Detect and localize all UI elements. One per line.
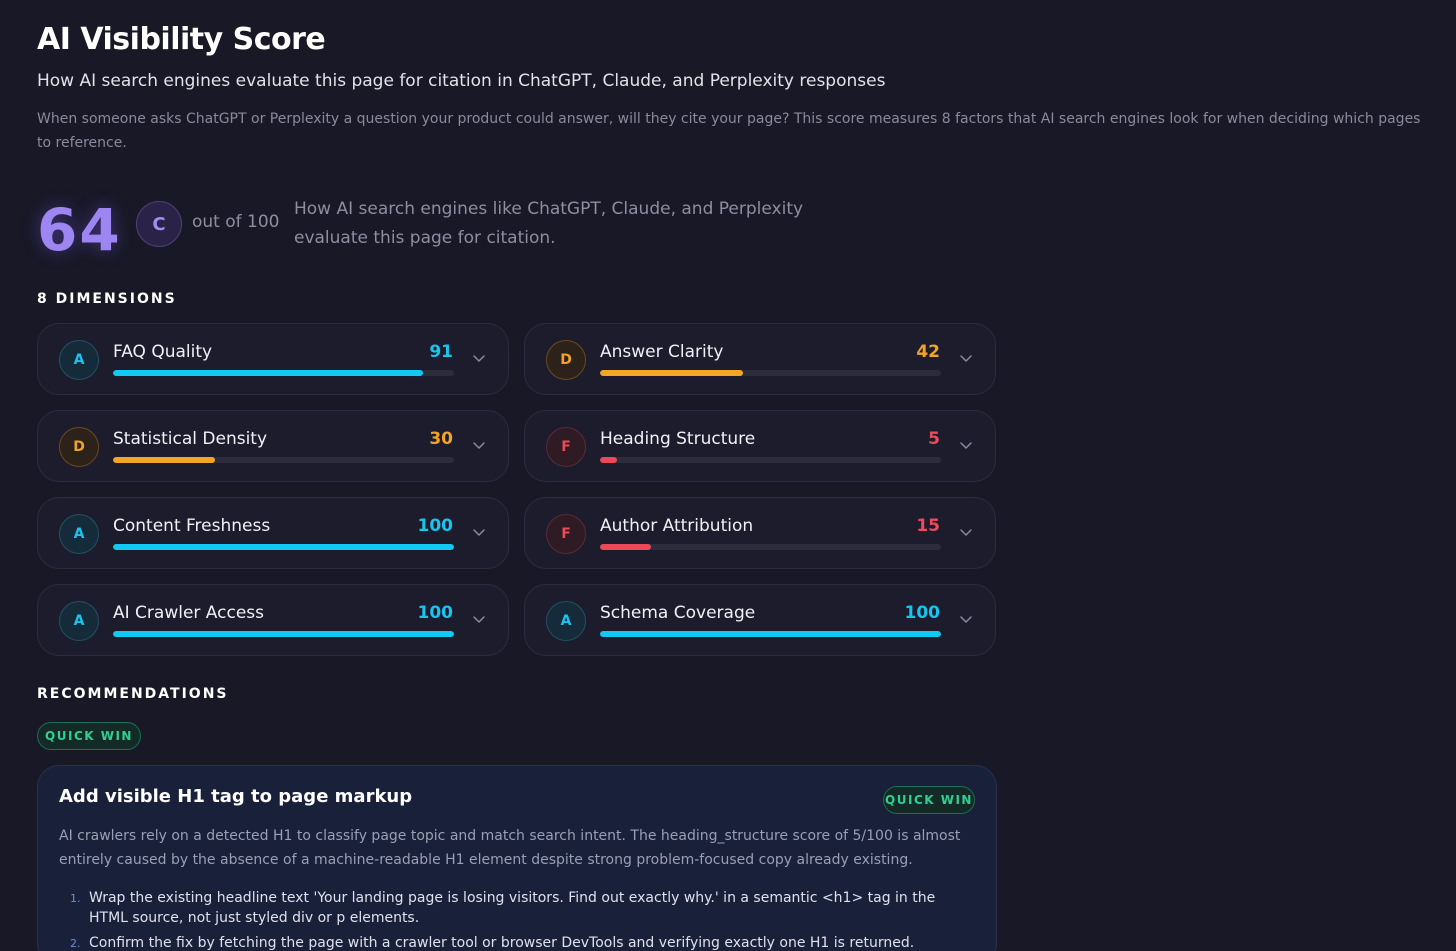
grade-badge: D bbox=[59, 427, 99, 467]
dimension-name: Schema Coverage bbox=[600, 603, 756, 623]
dimension-ai-crawler-access[interactable]: A AI Crawler Access 100 bbox=[37, 584, 509, 656]
score-bar-fill bbox=[113, 370, 424, 376]
recommendation-card[interactable]: Add visible H1 tag to page markup QUICK … bbox=[37, 765, 997, 951]
chevron-down-icon[interactable] bbox=[472, 525, 486, 539]
grade-badge: A bbox=[546, 601, 586, 641]
score-bar bbox=[600, 370, 941, 376]
dimension-content-freshness[interactable]: A Content Freshness 100 bbox=[37, 497, 509, 569]
dimension-score: 91 bbox=[429, 342, 453, 362]
grade-badge: A bbox=[59, 514, 99, 554]
dimension-name: FAQ Quality bbox=[113, 342, 213, 362]
dimension-schema-coverage[interactable]: A Schema Coverage 100 bbox=[524, 584, 996, 656]
dimension-statistical-density[interactable]: D Statistical Density 30 bbox=[37, 410, 509, 482]
grade-badge: D bbox=[546, 340, 586, 380]
score-bar-fill bbox=[600, 544, 652, 550]
step-text: Confirm the fix by fetching the page wit… bbox=[89, 935, 915, 951]
dimension-answer-clarity[interactable]: D Answer Clarity 42 bbox=[524, 323, 996, 395]
score-bar-fill bbox=[600, 631, 941, 637]
score-bar bbox=[113, 544, 454, 550]
page-description: When someone asks ChatGPT or Perplexity … bbox=[37, 111, 1421, 151]
page-title: AI Visibility Score bbox=[37, 22, 326, 57]
score-value: 64 bbox=[37, 196, 122, 264]
dimension-score: 15 bbox=[916, 516, 940, 536]
score-description: How AI search engines like ChatGPT, Clau… bbox=[294, 199, 804, 248]
dimension-faq-quality[interactable]: A FAQ Quality 91 bbox=[37, 323, 509, 395]
dimension-name: Answer Clarity bbox=[600, 342, 724, 362]
score-bar-fill bbox=[113, 631, 454, 637]
step-number: 1. bbox=[70, 892, 81, 905]
score-out-of: out of 100 bbox=[192, 212, 280, 232]
score-bar-fill bbox=[600, 457, 618, 463]
dimension-name: Statistical Density bbox=[113, 429, 268, 449]
grade-badge: F bbox=[546, 427, 586, 467]
step-number: 2. bbox=[70, 937, 81, 950]
score-bar bbox=[600, 457, 941, 463]
dimension-score: 100 bbox=[417, 516, 454, 536]
grade-badge: A bbox=[59, 601, 99, 641]
dimension-author-attribution[interactable]: F Author Attribution 15 bbox=[524, 497, 996, 569]
chevron-down-icon[interactable] bbox=[472, 438, 486, 452]
recommendation-step: 2. Confirm the fix by fetching the page … bbox=[59, 933, 959, 951]
chevron-down-icon[interactable] bbox=[472, 351, 486, 365]
dimension-score: 100 bbox=[417, 603, 454, 623]
dimension-name: Content Freshness bbox=[113, 516, 271, 536]
grade-badge: A bbox=[59, 340, 99, 380]
chevron-down-icon[interactable] bbox=[959, 351, 973, 365]
score-bar-fill bbox=[113, 457, 216, 463]
chevron-down-icon[interactable] bbox=[959, 612, 973, 626]
dimension-heading-structure[interactable]: F Heading Structure 5 bbox=[524, 410, 996, 482]
recommendation-step: 1. Wrap the existing headline text 'Your… bbox=[59, 888, 959, 928]
dimension-score: 100 bbox=[904, 603, 941, 623]
score-bar bbox=[113, 457, 454, 463]
score-bar bbox=[113, 370, 454, 376]
grade-badge: F bbox=[546, 514, 586, 554]
score-bar-fill bbox=[600, 370, 744, 376]
score-bar bbox=[600, 544, 941, 550]
score-bar-fill bbox=[113, 544, 454, 550]
dimension-score: 42 bbox=[916, 342, 940, 362]
dimension-score: 5 bbox=[928, 429, 940, 449]
recommendations-heading: RECOMMENDATIONS bbox=[37, 686, 229, 702]
chevron-down-icon[interactable] bbox=[472, 612, 486, 626]
score-bar bbox=[113, 631, 454, 637]
dimension-name: Author Attribution bbox=[600, 516, 754, 536]
recommendation-body: AI crawlers rely on a detected H1 to cla… bbox=[59, 828, 961, 868]
score-grade-badge: C bbox=[136, 201, 182, 247]
recommendation-title: Add visible H1 tag to page markup bbox=[59, 786, 413, 807]
quick-win-filter[interactable]: QUICK WIN bbox=[37, 722, 141, 750]
dimension-name: AI Crawler Access bbox=[113, 603, 264, 623]
chevron-down-icon[interactable] bbox=[959, 525, 973, 539]
dimensions-heading: 8 DIMENSIONS bbox=[37, 291, 177, 307]
score-bar bbox=[600, 631, 941, 637]
recommendation-steps: 1. Wrap the existing headline text 'Your… bbox=[59, 888, 959, 951]
chevron-down-icon[interactable] bbox=[959, 438, 973, 452]
dimension-name: Heading Structure bbox=[600, 429, 756, 449]
quick-win-badge: QUICK WIN bbox=[883, 786, 975, 814]
step-text: Wrap the existing headline text 'Your la… bbox=[89, 890, 936, 926]
dimension-score: 30 bbox=[429, 429, 453, 449]
page-subtitle: How AI search engines evaluate this page… bbox=[37, 71, 886, 91]
